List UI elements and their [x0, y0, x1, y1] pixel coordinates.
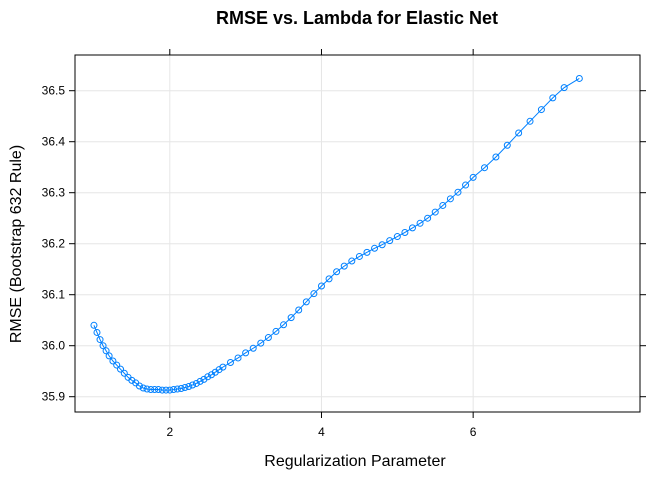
data-point — [196, 377, 204, 385]
data-point — [99, 342, 107, 350]
data-point — [280, 321, 288, 329]
data-point — [139, 384, 147, 392]
data-point — [333, 268, 341, 276]
data-point — [219, 363, 227, 371]
data-point — [325, 275, 333, 283]
x-axis-label: Regularization Parameter — [264, 453, 446, 470]
data-point — [408, 224, 416, 232]
data-point — [166, 386, 174, 394]
data-point — [96, 336, 104, 344]
data-point — [173, 385, 181, 393]
x-tick-label: 2 — [166, 425, 173, 439]
y-tick-label: 36.0 — [42, 339, 66, 353]
y-tick-label: 36.2 — [42, 237, 66, 251]
data-point — [234, 354, 242, 362]
x-tick-label: 4 — [318, 425, 325, 439]
axis-ticks: 2 4 6 35.9 36.0 36.1 36.2 36.3 36.4 36.5 — [42, 49, 646, 439]
y-tick-label: 36.4 — [42, 135, 66, 149]
data-point — [537, 106, 545, 114]
data-point — [378, 241, 386, 249]
data-point — [147, 386, 155, 394]
data-point — [526, 117, 534, 125]
y-tick-label: 35.9 — [42, 390, 66, 404]
data-point — [416, 219, 424, 227]
data-point — [287, 314, 295, 322]
y-tick-label: 36.5 — [42, 84, 66, 98]
data-point — [189, 381, 197, 389]
data-point — [204, 373, 212, 381]
data-point — [439, 201, 447, 209]
data-point — [109, 357, 117, 365]
data-point — [181, 384, 189, 392]
data-series — [90, 74, 583, 394]
data-point — [481, 164, 489, 172]
data-point — [162, 386, 170, 394]
data-point — [264, 334, 272, 342]
data-point — [154, 386, 162, 394]
data-point — [302, 298, 310, 306]
data-point — [492, 153, 500, 161]
data-point — [185, 383, 193, 390]
data-point — [469, 173, 477, 181]
data-point — [102, 347, 110, 355]
data-point — [249, 344, 257, 352]
series-line — [93, 78, 580, 391]
data-point — [295, 306, 303, 314]
data-point — [192, 379, 200, 387]
data-point — [257, 339, 265, 347]
x-tick-label: 6 — [470, 425, 477, 439]
data-point — [120, 369, 128, 377]
data-point — [386, 237, 394, 245]
data-point — [113, 361, 121, 369]
data-point — [424, 214, 432, 222]
data-point — [90, 321, 98, 329]
chart-title: RMSE vs. Lambda for Elastic Net — [216, 8, 498, 28]
data-point — [355, 252, 363, 260]
data-point — [549, 94, 557, 102]
grid — [75, 55, 640, 412]
data-point — [177, 385, 185, 393]
data-point — [151, 386, 159, 394]
data-point — [226, 359, 234, 367]
y-tick-label: 36.3 — [42, 186, 66, 200]
data-point — [462, 181, 470, 189]
data-point — [363, 248, 371, 256]
data-point — [272, 327, 280, 335]
plot-panel — [74, 54, 641, 413]
data-point — [515, 129, 523, 137]
data-point — [503, 141, 511, 149]
data-point — [143, 385, 151, 393]
data-point — [170, 386, 178, 394]
data-point — [242, 349, 250, 357]
y-axis-label: RMSE (Bootstrap 632 Rule) — [8, 145, 25, 343]
data-point — [117, 365, 124, 373]
data-point — [454, 188, 462, 196]
data-point — [105, 352, 113, 360]
y-tick-label: 36.1 — [42, 288, 66, 302]
data-point — [560, 84, 568, 92]
data-point — [93, 328, 101, 336]
data-point — [340, 262, 348, 270]
data-point — [446, 195, 454, 203]
data-point — [371, 244, 379, 252]
data-point — [401, 228, 409, 236]
data-point — [393, 233, 401, 241]
data-point — [135, 382, 143, 390]
data-point — [158, 386, 166, 394]
data-point — [575, 74, 583, 82]
data-point — [431, 208, 439, 216]
data-point — [310, 290, 318, 298]
data-point — [348, 257, 356, 265]
data-point — [317, 282, 325, 290]
